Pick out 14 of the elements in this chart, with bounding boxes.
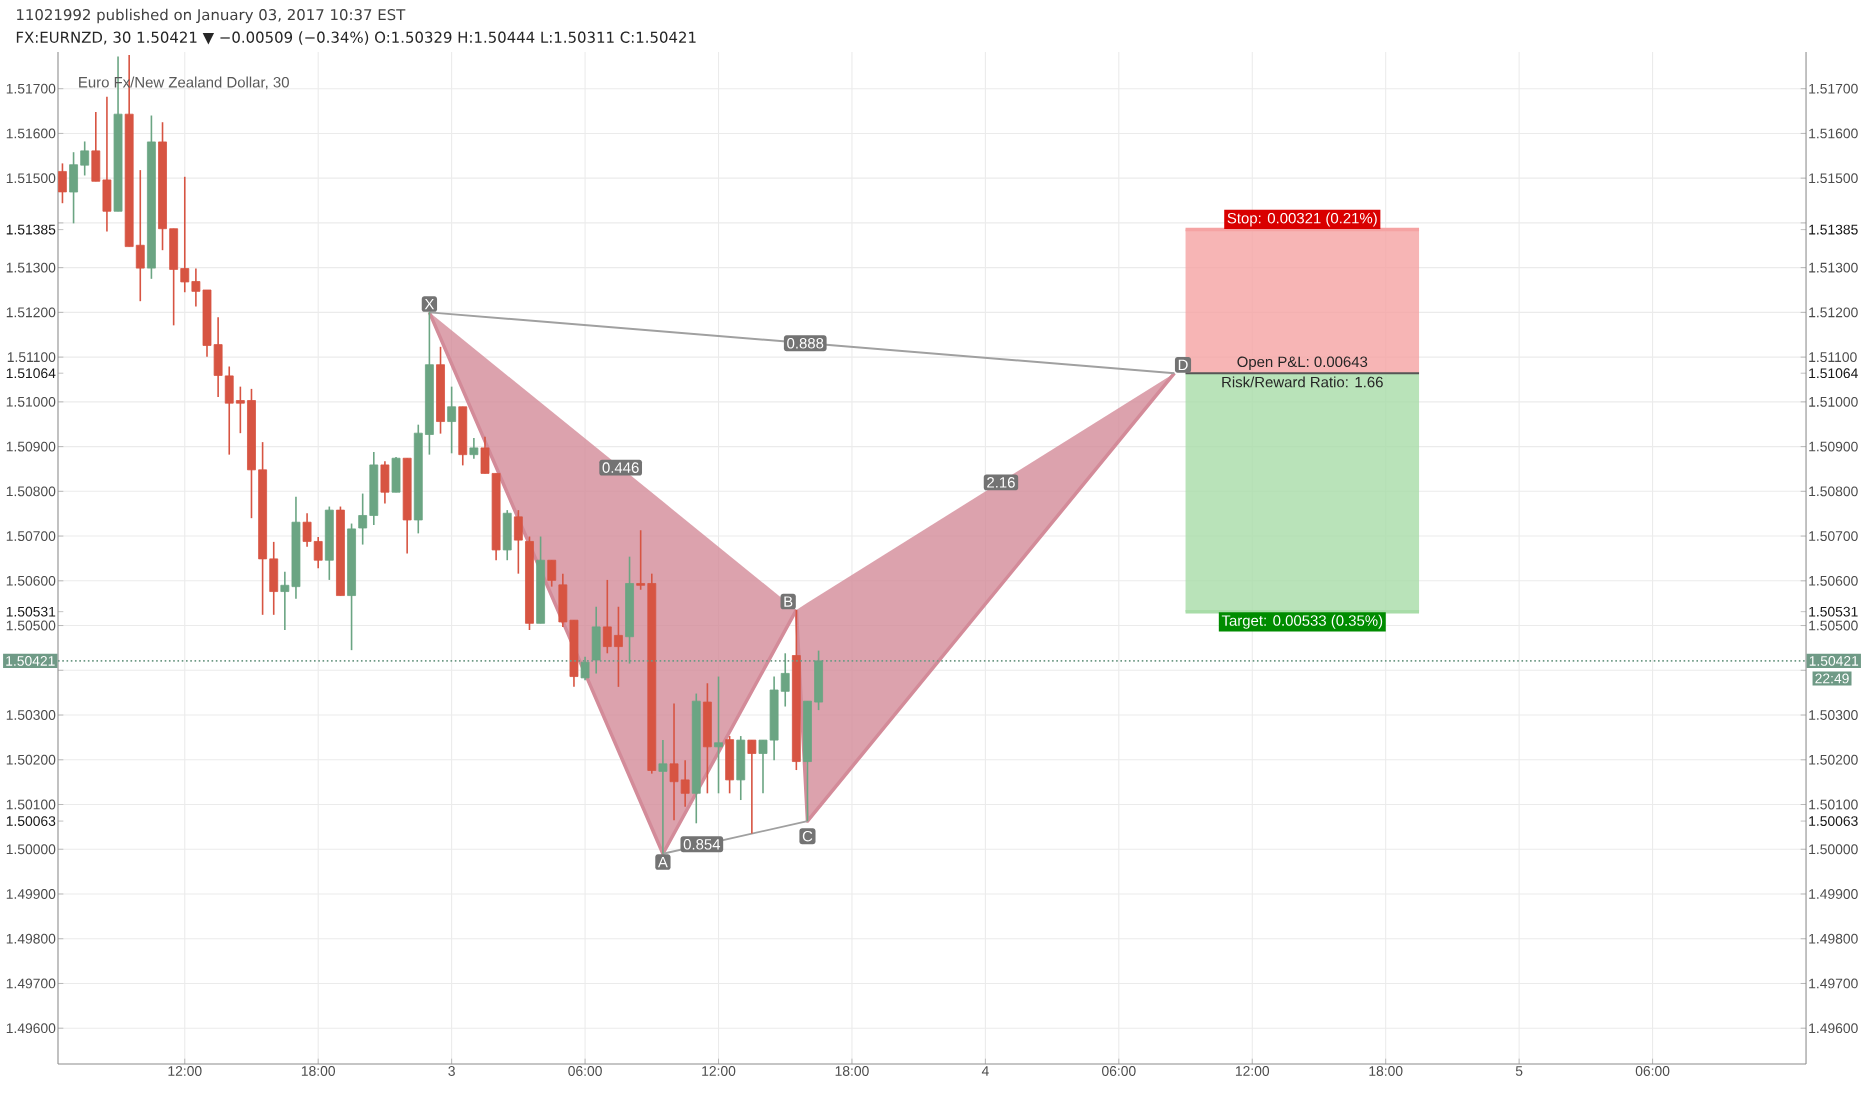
candlestick [380, 460, 390, 505]
candlestick [658, 739, 668, 855]
candlestick [458, 405, 468, 467]
candlestick [547, 559, 557, 588]
candlestick [747, 739, 757, 835]
candlestick [447, 385, 457, 455]
candlestick [391, 456, 401, 494]
candlestick [469, 437, 479, 460]
candlestick [513, 509, 523, 575]
candlestick [736, 735, 746, 801]
candlestick [725, 735, 735, 795]
candlestick [502, 509, 512, 562]
candlestick [702, 682, 712, 795]
candlestick [714, 675, 723, 795]
